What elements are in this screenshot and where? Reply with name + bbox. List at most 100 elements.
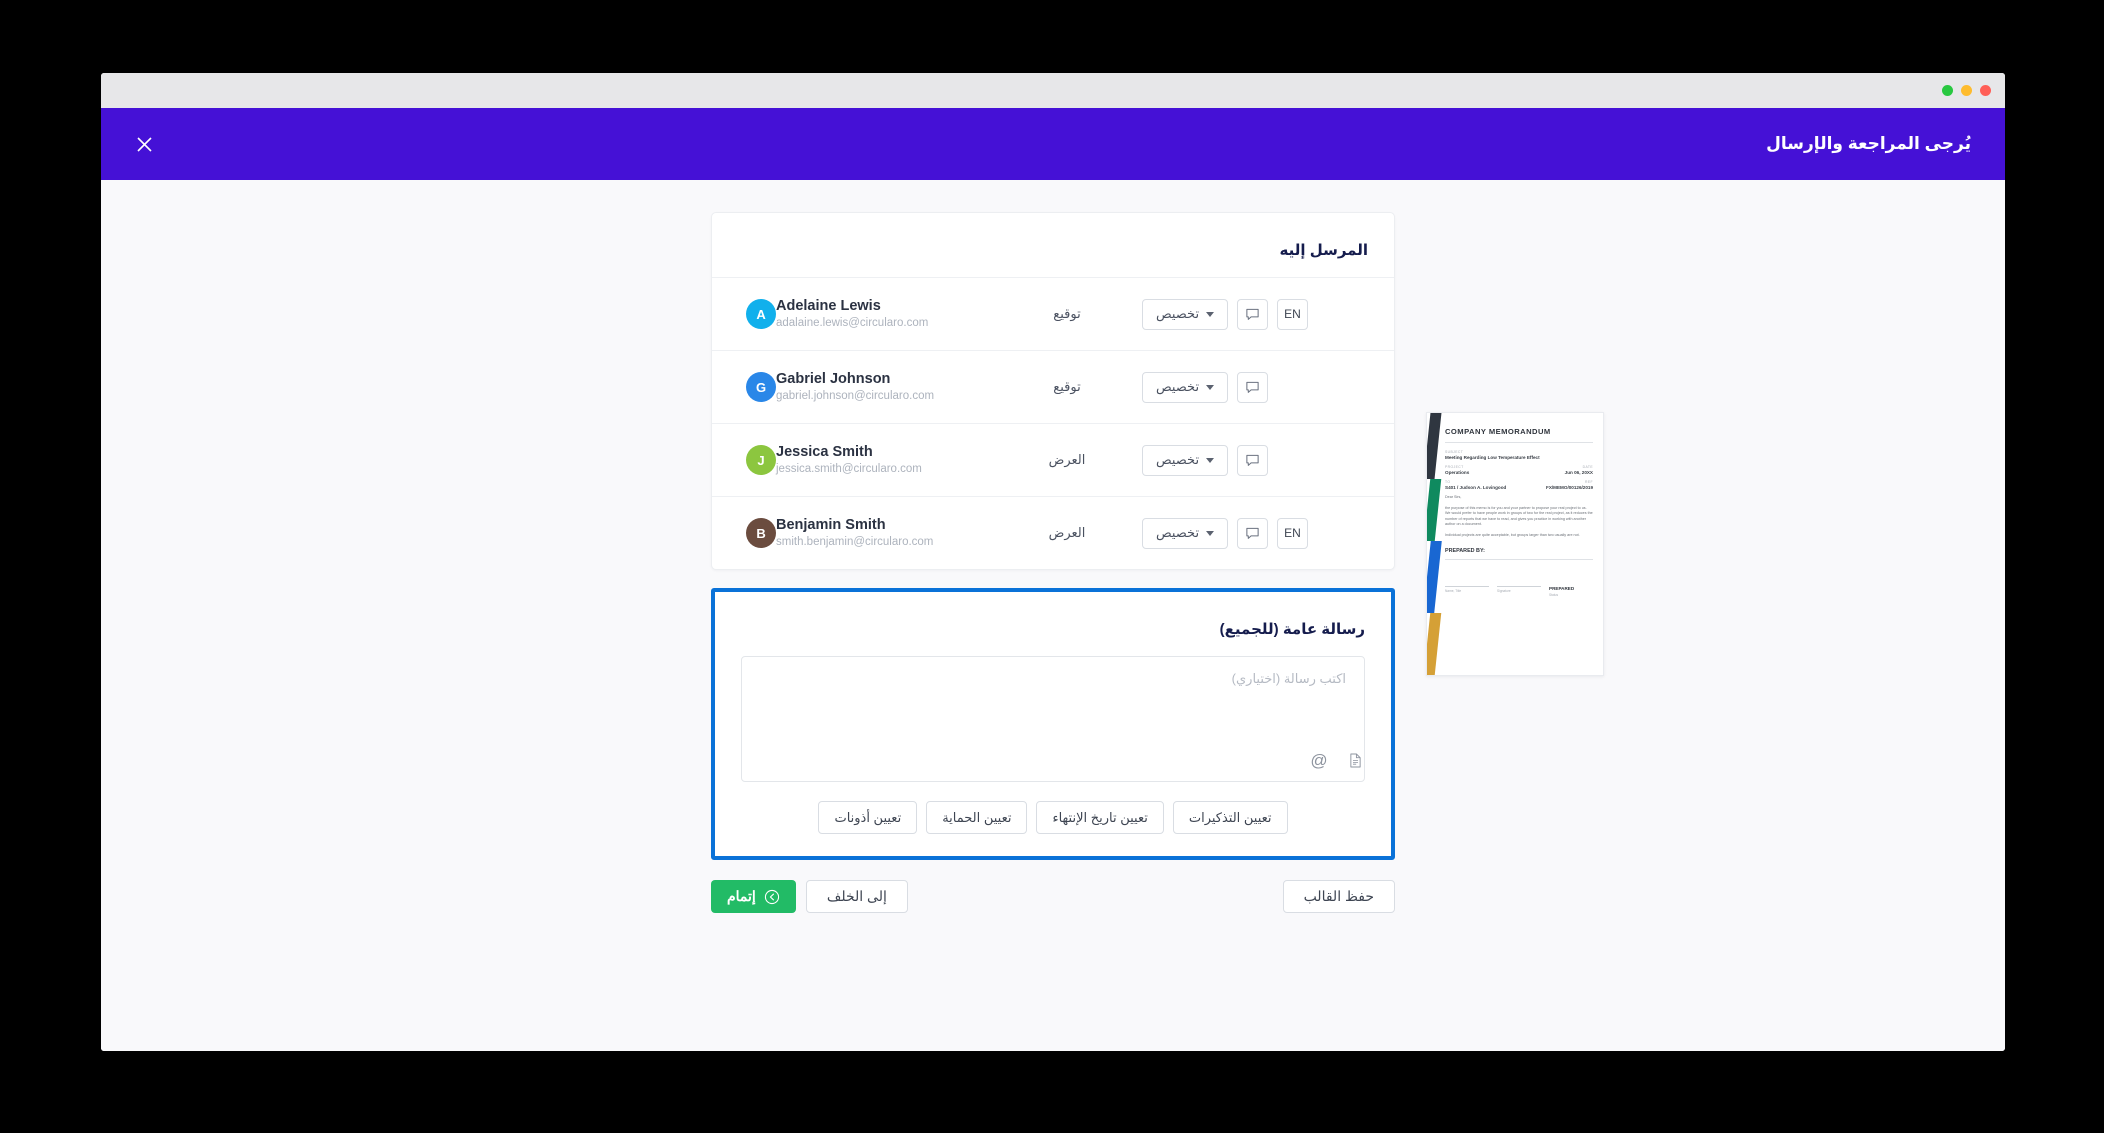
signature-caption: Name, Title [1445,588,1462,593]
footer-primary-group: إتمام إلى الخلف [711,880,908,913]
close-icon-button[interactable] [127,127,161,161]
window-titlebar [101,73,2005,108]
document-project-date-row: PROJECT Operations DATE Jun 06, 20XX [1445,465,1593,475]
arrow-circle-left-icon [764,889,779,904]
back-button[interactable]: إلى الخلف [805,880,908,913]
document-preview-content: COMPANY MEMORANDUM SUBJECT Meeting Regar… [1445,427,1593,667]
recipient-role: توقيع [1053,306,1081,321]
set-permissions-button[interactable]: تعيين أذونات [818,801,918,834]
comment-button[interactable] [1237,517,1268,549]
document-project-label: PROJECT [1445,465,1464,469]
signature-caption: Signature [1497,588,1511,593]
message-toolbar: @ [742,751,1364,781]
mention-at-icon[interactable]: @ [1310,750,1328,770]
document-ref-label: REF [1585,480,1593,484]
avatar: A [746,299,776,329]
window-controls[interactable] [1942,85,1991,96]
recipient-actions: تخصيص [1142,371,1372,403]
divider [1445,558,1593,560]
document-project-block: PROJECT Operations [1445,465,1469,475]
recipient-name: Benjamin Smith [776,516,886,533]
finish-button-label: إتمام [727,888,756,904]
recipient-actions: تخصيص EN [1142,517,1372,549]
recipient-email: jessica.smith@circularo.com [776,462,922,475]
recipient-name: Jessica Smith [776,443,873,460]
recipient-email: gabriel.johnson@circularo.com [776,389,935,402]
recipient-email: adalaine.lewis@circularo.com [776,316,929,329]
chevron-down-icon [1206,311,1215,317]
set-reminders-button[interactable]: تعيين التذكيرات [1172,801,1288,834]
recipient-actions: تخصيص EN [1142,298,1372,330]
document-project-value: Operations [1445,470,1470,475]
document-prepared-by-label: PREPARED BY: [1445,547,1485,554]
comment-button[interactable] [1237,371,1268,403]
signature-cell-name: Name, Title [1445,585,1489,597]
divider [1445,442,1593,443]
recipient-name: Adelaine Lewis [776,297,881,314]
avatar: G [746,372,776,402]
document-salutation: Dear Sirs, [1445,495,1462,499]
document-ref-value: FX/MEMO/00126/2019 [1546,485,1593,490]
document-subject-label: SUBJECT [1445,450,1464,454]
comment-button[interactable] [1237,298,1268,330]
document-subject-value: Meeting Regarding Low Temperature Effect [1445,455,1540,460]
document-date-block: DATE Jun 06, 20XX [1565,465,1593,475]
chevron-down-icon [1206,530,1215,536]
avatar: J [746,445,776,475]
recipient-identity: Gabriel Johnson gabriel.johnson@circular… [776,371,992,404]
recipient-identity: Adelaine Lewis adalaine.lewis@circularo.… [776,298,992,331]
app-window: يُرجى المراجعة والإرسال المرسل إليه A Ad… [101,73,2005,1051]
public-message-title: رسالة عامة (للجميع) [1219,621,1365,638]
document-to-ref-row: TO S401 / Judson A. Lovingood REF FX/MEM… [1445,480,1593,490]
customize-dropdown[interactable]: تخصيص [1142,517,1228,549]
customize-label: تخصيص [1155,379,1200,394]
signature-caption: Status [1549,592,1559,597]
message-input-box[interactable]: اكتب رسالة (اختياري) @ [741,656,1365,782]
document-attach-icon[interactable] [1346,751,1364,769]
signature-cell-status: PREPARED Status [1549,586,1593,597]
set-expiry-date-button[interactable]: تعيين تاريخ الإنتهاء [1036,801,1164,834]
document-attach-icon-glyph [1349,753,1361,767]
document-preview-thumbnail[interactable]: COMPANY MEMORANDUM SUBJECT Meeting Regar… [1426,412,1604,676]
finish-button[interactable]: إتمام [711,880,796,913]
recipients-title: المرسل إليه [1279,242,1368,259]
comment-icon [1246,527,1259,539]
recipient-role: العرض [1048,525,1086,540]
document-to-block: TO S401 / Judson A. Lovingood [1445,480,1506,490]
message-textarea-placeholder[interactable]: اكتب رسالة (اختياري) [1231,671,1346,686]
avatar: B [746,518,776,548]
close-window-button[interactable] [1980,85,1991,96]
customize-label: تخصيص [1155,306,1200,321]
document-subject-block: SUBJECT Meeting Regarding Low Temperatur… [1445,450,1593,460]
maximize-window-button[interactable] [1942,85,1953,96]
document-ref-block: REF FX/MEMO/00126/2019 [1546,480,1593,490]
table-row[interactable]: G Gabriel Johnson gabriel.johnson@circul… [712,350,1394,423]
document-settings-buttons: تعيين أذونات تعيين الحماية تعيين تاريخ ا… [715,801,1391,834]
app-header: يُرجى المراجعة والإرسال [101,108,2005,180]
set-protection-button[interactable]: تعيين الحماية [926,801,1028,834]
document-date-label: DATE [1582,465,1593,469]
document-prepared-tag: PREPARED [1549,585,1575,591]
language-button[interactable]: EN [1277,517,1308,549]
recipient-email: smith.benjamin@circularo.com [776,535,934,548]
signature-line [1445,585,1489,587]
signature-line [1497,585,1541,587]
language-button[interactable]: EN [1277,298,1308,330]
comment-icon [1246,454,1259,466]
table-row[interactable]: J Jessica Smith jessica.smith@circularo.… [712,423,1394,496]
public-message-panel-highlight: رسالة عامة (للجميع) اكتب رسالة (اختياري) [711,588,1395,860]
save-template-button[interactable]: حفظ القالب [1282,880,1395,913]
customize-dropdown[interactable]: تخصيص [1142,298,1228,330]
customize-label: تخصيص [1155,452,1200,467]
document-body: Dear Sirs, the purpose of this memo is f… [1445,495,1593,539]
document-color-stripe [1427,413,1442,675]
table-row[interactable]: A Adelaine Lewis adalaine.lewis@circular… [712,277,1394,350]
customize-dropdown[interactable]: تخصيص [1142,444,1228,476]
customize-label: تخصيص [1155,525,1200,540]
table-row[interactable]: B Benjamin Smith smith.benjamin@circular… [712,496,1394,569]
document-heading: COMPANY MEMORANDUM [1445,427,1551,436]
comment-button[interactable] [1237,444,1268,476]
customize-dropdown[interactable]: تخصيص [1142,371,1228,403]
minimize-window-button[interactable] [1961,85,1972,96]
recipient-role: العرض [1048,452,1086,467]
